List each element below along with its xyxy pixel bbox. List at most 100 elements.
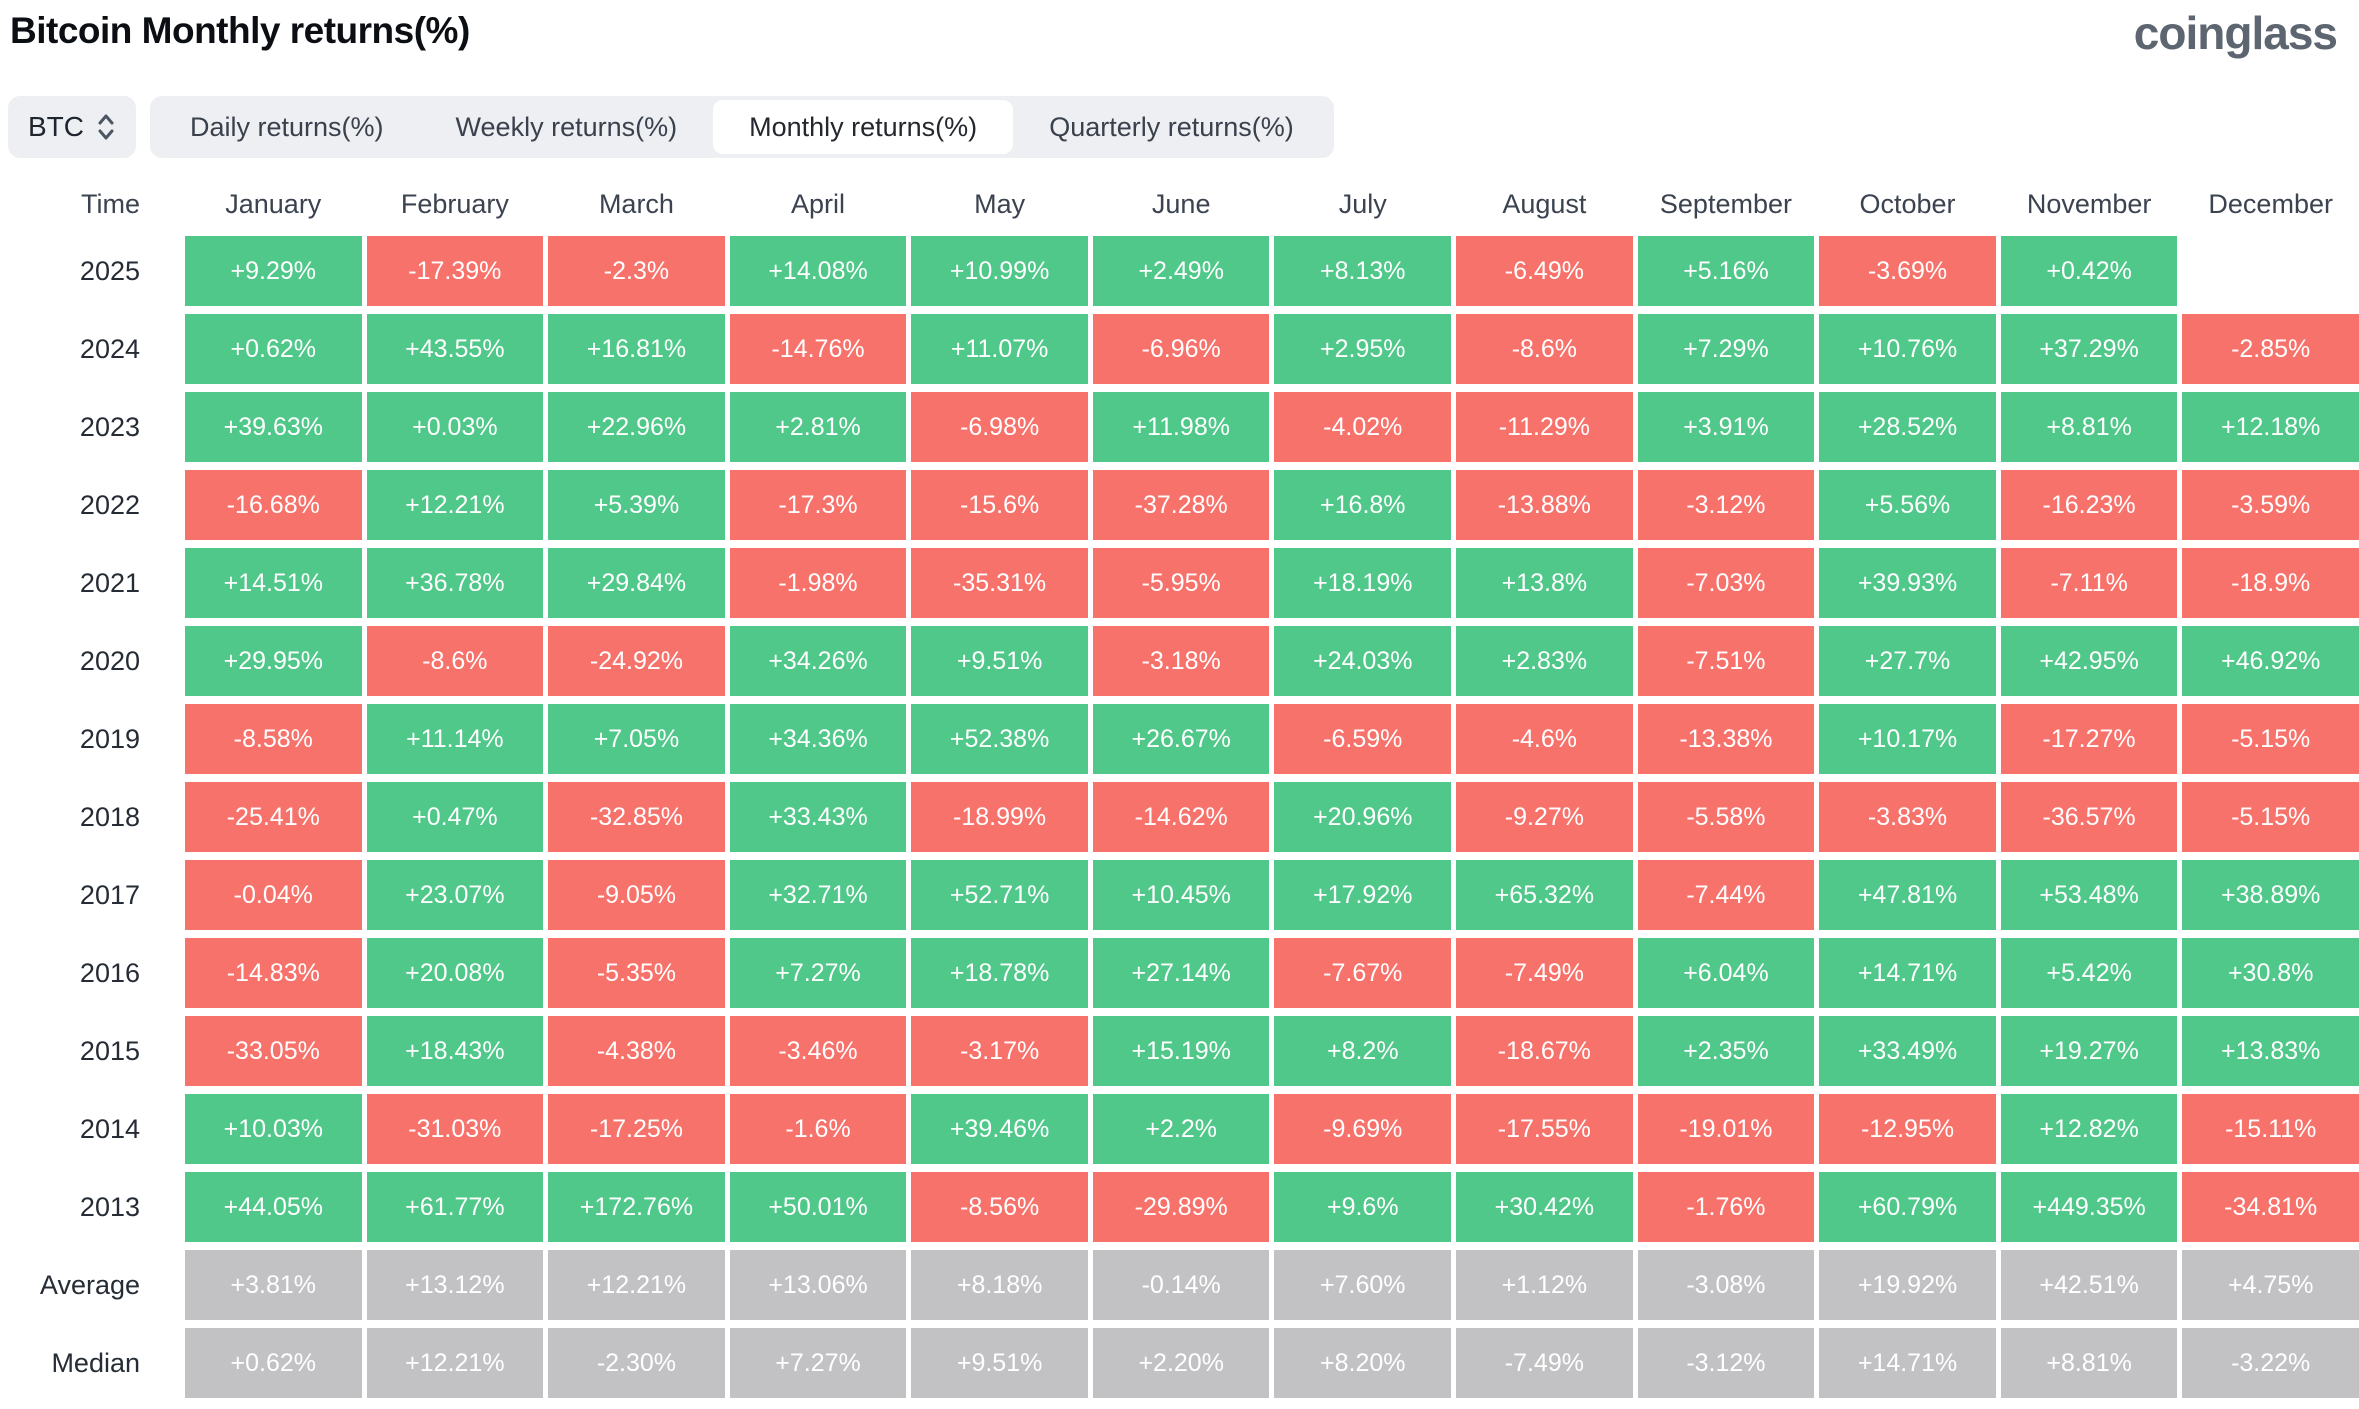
return-cell: -4.38% bbox=[548, 1016, 725, 1086]
month-column-header: February bbox=[400, 188, 509, 219]
returns-tabbar: Daily returns(%) Weekly returns(%) Month… bbox=[150, 96, 1334, 158]
table-row: 2022 -16.68% +12.21% +5.39% -17.3% -15.6% -37.… bbox=[0, 470, 2359, 540]
return-cell: +14.51% bbox=[185, 548, 362, 618]
return-cell: +9.51% bbox=[911, 1328, 1088, 1398]
month-column-header: August bbox=[1502, 188, 1587, 219]
return-cell: +24.03% bbox=[1274, 626, 1452, 696]
returns-table: Time January February March April May June July… bbox=[0, 180, 2359, 1398]
return-cell: -14.83% bbox=[185, 938, 362, 1008]
table-row: 2019 -8.58% +11.14% +7.05% +34.36% +52.38% +26… bbox=[0, 704, 2359, 774]
tab-monthly-returns[interactable]: Monthly returns(%) bbox=[713, 100, 1014, 154]
return-cell: +22.96% bbox=[548, 392, 725, 462]
return-cell: +39.46% bbox=[911, 1094, 1088, 1164]
return-cell: -7.67% bbox=[1274, 938, 1452, 1008]
updown-chevron-icon bbox=[96, 112, 116, 142]
time-column-header: Time bbox=[81, 188, 140, 219]
return-cell: +3.81% bbox=[185, 1250, 362, 1320]
return-cell: -19.01% bbox=[1637, 1094, 1815, 1164]
return-cell: -15.11% bbox=[2182, 1094, 2359, 1164]
month-column-header: March bbox=[598, 188, 674, 219]
return-cell: -9.27% bbox=[1456, 782, 1633, 852]
return-cell: -8.6% bbox=[1456, 314, 1633, 384]
return-cell: -18.9% bbox=[2182, 548, 2359, 618]
row-label: 2023 bbox=[79, 411, 140, 442]
row-label: 2022 bbox=[79, 489, 140, 520]
return-cell: +42.95% bbox=[2000, 626, 2178, 696]
return-cell: +20.96% bbox=[1274, 782, 1452, 852]
row-label: 2014 bbox=[79, 1113, 140, 1144]
return-cell: -0.04% bbox=[185, 860, 362, 930]
tab-quarterly-returns[interactable]: Quarterly returns(%) bbox=[1013, 100, 1330, 154]
return-cell: +33.43% bbox=[729, 782, 907, 852]
return-cell: +10.03% bbox=[185, 1094, 362, 1164]
return-cell: -11.29% bbox=[1456, 392, 1633, 462]
return-cell: +2.20% bbox=[1092, 1328, 1270, 1398]
return-cell: +2.35% bbox=[1637, 1016, 1815, 1086]
return-cell: -24.92% bbox=[548, 626, 725, 696]
return-cell: +8.81% bbox=[2000, 1328, 2178, 1398]
row-label: 2013 bbox=[79, 1191, 140, 1222]
return-cell: +10.99% bbox=[911, 236, 1088, 306]
return-cell: +12.82% bbox=[2000, 1094, 2178, 1164]
month-column-header: December bbox=[2208, 188, 2333, 219]
header-row: Time January February March April May June July… bbox=[0, 180, 2359, 228]
return-cell: +12.21% bbox=[366, 470, 544, 540]
return-cell: +3.91% bbox=[1637, 392, 1815, 462]
return-cell: +13.83% bbox=[2182, 1016, 2359, 1086]
return-cell: -1.6% bbox=[729, 1094, 907, 1164]
month-column-header: October bbox=[1859, 188, 1956, 219]
return-cell: +34.36% bbox=[729, 704, 907, 774]
tab-daily-returns[interactable]: Daily returns(%) bbox=[154, 100, 420, 154]
return-cell: +14.71% bbox=[1819, 938, 1996, 1008]
table-row: 2020 +29.95% -8.6% -24.92% +34.26% +9.51% -3.1… bbox=[0, 626, 2359, 696]
table-row: 2021 +14.51% +36.78% +29.84% -1.98% -35.31% -5… bbox=[0, 548, 2359, 618]
month-column-header: April bbox=[791, 188, 846, 219]
return-cell: +7.27% bbox=[729, 1328, 907, 1398]
return-cell: +172.76% bbox=[548, 1172, 725, 1242]
return-cell: +11.07% bbox=[911, 314, 1088, 384]
return-cell: +9.29% bbox=[185, 236, 362, 306]
return-cell: +0.62% bbox=[185, 1328, 362, 1398]
return-cell: +8.20% bbox=[1274, 1328, 1452, 1398]
row-label: 2024 bbox=[79, 333, 140, 364]
coinglass-logo: coinglass bbox=[2133, 7, 2338, 59]
return-cell: -3.69% bbox=[1819, 236, 1996, 306]
tab-weekly-returns[interactable]: Weekly returns(%) bbox=[420, 100, 714, 154]
return-cell: +8.13% bbox=[1274, 236, 1452, 306]
return-cell: +32.71% bbox=[729, 860, 907, 930]
return-cell: +5.39% bbox=[548, 470, 725, 540]
return-cell: -6.59% bbox=[1274, 704, 1452, 774]
return-cell: -36.57% bbox=[2000, 782, 2178, 852]
return-cell: +44.05% bbox=[185, 1172, 362, 1242]
symbol-selector[interactable]: BTC bbox=[8, 96, 136, 158]
return-cell: +5.42% bbox=[2000, 938, 2178, 1008]
return-cell: +52.71% bbox=[911, 860, 1088, 930]
return-cell: +0.42% bbox=[2000, 236, 2178, 306]
return-cell: -13.88% bbox=[1456, 470, 1633, 540]
return-cell: +0.47% bbox=[366, 782, 544, 852]
return-cell: +2.81% bbox=[729, 392, 907, 462]
return-cell: +16.81% bbox=[548, 314, 725, 384]
return-cell: +13.12% bbox=[366, 1250, 544, 1320]
return-cell: +18.19% bbox=[1274, 548, 1452, 618]
return-cell: -16.23% bbox=[2000, 470, 2178, 540]
return-cell: +2.95% bbox=[1274, 314, 1452, 384]
month-column-header: November bbox=[2026, 188, 2152, 219]
return-cell: +10.76% bbox=[1819, 314, 1996, 384]
return-cell: +30.42% bbox=[1456, 1172, 1633, 1242]
return-cell: +5.16% bbox=[1637, 236, 1815, 306]
row-label: 2016 bbox=[79, 957, 140, 988]
return-cell: +23.07% bbox=[366, 860, 544, 930]
return-cell: -4.6% bbox=[1456, 704, 1633, 774]
return-cell: +38.89% bbox=[2182, 860, 2359, 930]
return-cell: +0.03% bbox=[366, 392, 544, 462]
return-cell: -3.17% bbox=[911, 1016, 1088, 1086]
return-cell: -18.99% bbox=[911, 782, 1088, 852]
return-cell: -3.12% bbox=[1637, 470, 1815, 540]
return-cell: +7.27% bbox=[729, 938, 907, 1008]
return-cell: +46.92% bbox=[2182, 626, 2359, 696]
return-cell: +18.78% bbox=[911, 938, 1088, 1008]
return-cell: -7.03% bbox=[1637, 548, 1815, 618]
return-cell: +13.06% bbox=[729, 1250, 907, 1320]
controls-bar: BTC Daily returns(%) Weekly returns(%) M… bbox=[8, 96, 2359, 158]
